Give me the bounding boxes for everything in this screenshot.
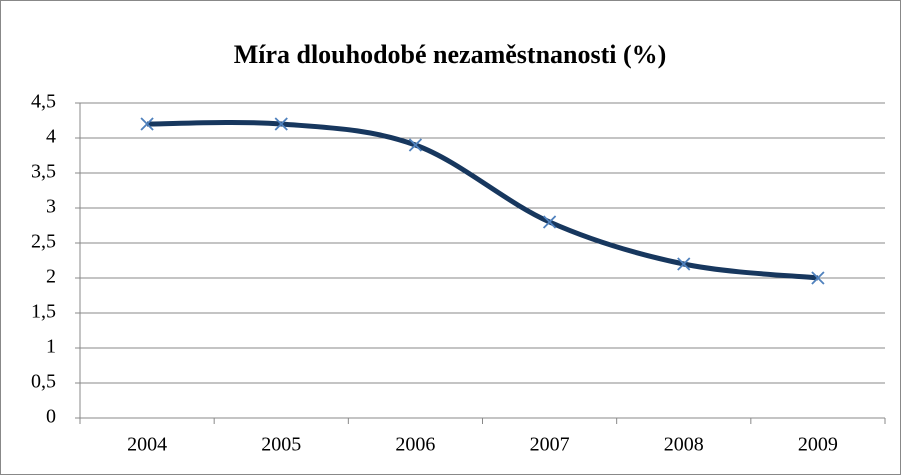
line: [147, 119, 819, 281]
chart-title: Míra dlouhodobé nezaměstnanosti (%): [234, 40, 667, 69]
y-tick-label: 3,5: [31, 161, 56, 183]
marker: [274, 117, 288, 131]
marker: [140, 117, 154, 131]
y-tick-label: 0: [46, 406, 56, 428]
marker: [542, 215, 557, 229]
y-tick-label: 4: [46, 126, 56, 148]
x-tick-label: 2005: [261, 434, 301, 456]
y-tick-label: 0,5: [31, 371, 56, 393]
marker: [677, 257, 691, 271]
x-tick-label: 2009: [798, 434, 838, 456]
y-tick-label: 1,5: [31, 301, 56, 323]
marker: [811, 271, 825, 285]
y-tick-label: 2: [46, 266, 56, 288]
marker: [408, 138, 423, 152]
y-tick-label: 1: [46, 336, 56, 358]
y-tick-label: 4,5: [31, 91, 56, 113]
x-tick-label: 2007: [530, 434, 570, 456]
y-tick-label: 3: [46, 196, 56, 218]
y-tick-label: 2,5: [31, 231, 56, 253]
x-tick-label: 2004: [127, 434, 167, 456]
x-tick-label: 2006: [395, 434, 435, 456]
x-tick-label: 2008: [664, 434, 704, 456]
